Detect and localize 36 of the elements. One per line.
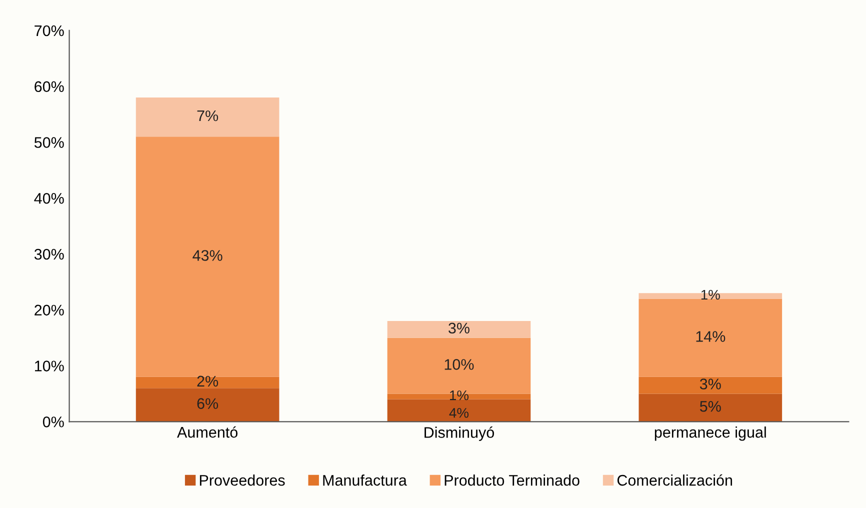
bar [387,321,531,338]
data-label: 10% [444,359,474,370]
legend-label: Manufactura [323,474,407,486]
y-tick-label: 50% [34,137,64,148]
data-label: 1% [701,290,720,300]
legend-label: Producto Terminado [444,474,580,486]
y-tick-label: 20% [34,304,64,316]
data-label: 5% [700,401,721,412]
y-tick-label: 0% [42,416,64,428]
data-label: 4% [449,408,469,418]
legend-label: Proveedores [200,474,285,486]
data-label: 43% [192,250,222,261]
data-label: 2% [197,376,218,387]
x-tick-label: Disminuyó [424,426,494,441]
data-label: 7% [197,110,218,122]
bar [638,298,782,377]
bar [136,136,280,377]
bar [136,388,280,422]
bar [136,376,280,388]
data-label: 6% [197,398,218,409]
y-tick-label: 70% [34,25,64,36]
bar [638,376,782,394]
data-label: 14% [696,331,726,342]
bar [638,394,782,422]
y-tick-label: 30% [34,248,64,260]
legend-label: Comercialización [617,474,732,486]
data-label: 3% [700,378,721,390]
y-tick-label: 10% [35,360,64,372]
data-label: 3% [448,322,470,334]
x-tick-label: permanece igual [654,426,766,441]
x-tick-label: Aumentó [177,426,238,438]
y-tick-label: 40% [34,192,64,204]
y-tick-label: 60% [34,81,64,92]
bar [387,399,531,422]
bar [136,98,280,137]
data-label: 1% [450,390,469,400]
